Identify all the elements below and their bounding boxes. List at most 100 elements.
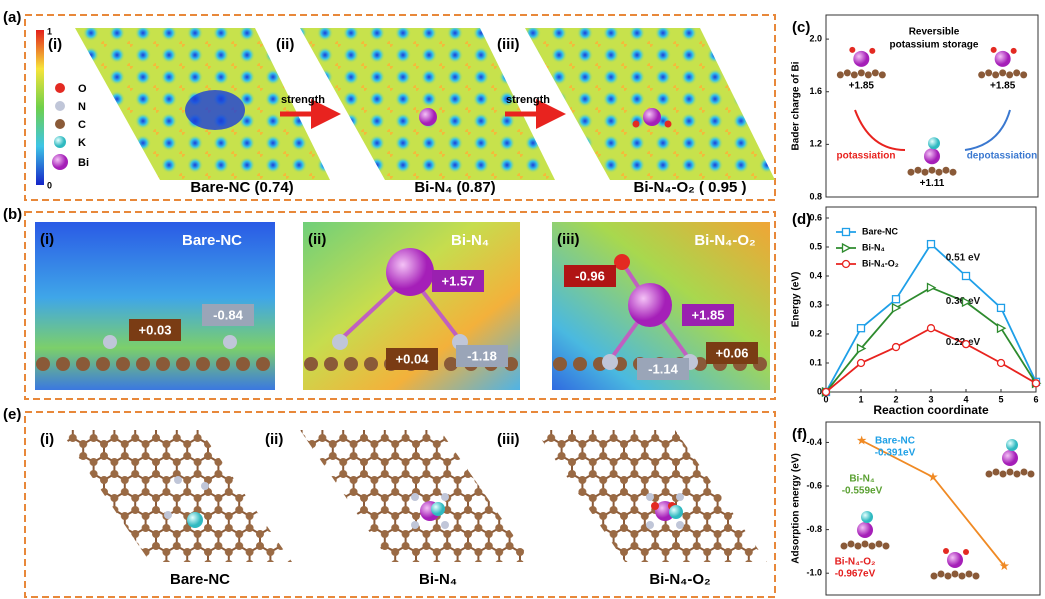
atom — [614, 254, 630, 270]
value-label: -0.967eV — [835, 569, 876, 580]
legend-label: C — [78, 119, 86, 131]
atom — [196, 357, 210, 371]
atom — [176, 357, 190, 371]
y-tick-label: 0.3 — [809, 299, 822, 309]
caption: Bi-N₄-O₂ ( 0.95 ) — [634, 179, 747, 196]
y-tick-label: -0.8 — [806, 524, 822, 534]
x-tick-label: 3 — [928, 394, 933, 404]
atom — [935, 168, 943, 176]
charge-label: +0.03 — [139, 322, 172, 337]
legend-marker — [841, 242, 852, 254]
atom — [324, 357, 338, 371]
atom — [994, 50, 1011, 67]
atom — [76, 357, 90, 371]
y-tick-label: 1.2 — [809, 139, 822, 149]
map-title: Bi-N₄-O₂ — [694, 232, 755, 249]
legend-swatch — [55, 101, 65, 111]
atom — [56, 357, 70, 371]
atom — [978, 71, 986, 79]
charge-label: +1.85 — [692, 307, 725, 322]
sub-label: (iii) — [557, 231, 580, 248]
molecule — [985, 439, 1035, 478]
charge-tag — [682, 304, 734, 326]
atom — [1002, 450, 1018, 466]
atom — [985, 470, 993, 478]
atom — [928, 166, 936, 174]
atom-legend: O N C K Bi — [52, 83, 89, 170]
marker — [961, 339, 971, 349]
x-tick-label: 5 — [998, 394, 1003, 404]
legend-label: Bi — [78, 157, 89, 169]
atom — [857, 69, 865, 77]
y-axis-label: Bader charge of Bi — [791, 61, 802, 150]
atom — [999, 69, 1007, 77]
marker — [856, 435, 867, 445]
charge-label: -1.18 — [467, 348, 497, 363]
elf-blob — [185, 90, 245, 130]
atom — [386, 248, 434, 296]
atom — [1027, 470, 1035, 478]
marker — [996, 303, 1006, 313]
atom — [958, 572, 966, 580]
atom — [878, 71, 886, 79]
x-axis-label: Reaction coordinate — [873, 403, 989, 417]
atom — [992, 71, 1000, 79]
atom — [857, 522, 873, 538]
arrow-label: strength — [506, 94, 550, 106]
marker — [928, 472, 938, 482]
marker — [926, 239, 936, 249]
atom — [963, 549, 969, 555]
panel-label: (e) — [3, 406, 21, 423]
atom — [985, 69, 993, 77]
atom — [871, 69, 879, 77]
atom — [1010, 47, 1017, 54]
atom — [861, 540, 869, 548]
atom — [843, 69, 851, 77]
atom — [861, 511, 873, 523]
lattice — [60, 430, 292, 562]
atom — [999, 470, 1007, 478]
atom — [875, 540, 883, 548]
marker — [821, 387, 831, 397]
atom — [573, 357, 587, 371]
atom — [332, 334, 348, 350]
legend-marker — [841, 227, 851, 237]
y-tick-label: 0.8 — [809, 191, 822, 201]
annotation: Reversible — [909, 27, 960, 38]
molecule — [978, 46, 1028, 79]
charge-tag — [386, 348, 438, 370]
atom — [664, 120, 672, 128]
atoms — [36, 248, 767, 371]
charge-tag — [637, 358, 689, 380]
atom — [136, 357, 150, 371]
marker — [891, 302, 902, 313]
atom — [868, 542, 876, 550]
map-title: Bi-N₄ — [451, 232, 489, 249]
caption: Bare-NC (0.74) — [190, 179, 293, 196]
charge-tag — [564, 265, 616, 287]
charge-label: -0.96 — [575, 268, 605, 283]
atom — [854, 542, 862, 550]
atom — [907, 168, 915, 176]
atom — [882, 542, 890, 550]
molecule — [907, 137, 957, 176]
atom — [1006, 71, 1014, 79]
marker — [926, 282, 937, 293]
value-label: +1.11 — [920, 178, 945, 189]
charge-tag — [456, 345, 508, 367]
charge-label: -1.14 — [648, 361, 678, 376]
atom — [216, 357, 230, 371]
colorbar-label: 1 — [47, 26, 52, 36]
legend-label: Bare-NC — [862, 226, 899, 236]
atom — [602, 354, 618, 370]
panel-label: (c) — [792, 19, 810, 36]
molecule — [836, 46, 886, 79]
marker — [891, 342, 901, 352]
atom — [840, 542, 848, 550]
atom — [942, 166, 950, 174]
series-line — [825, 242, 1037, 393]
caption: Bi-N₄ — [419, 571, 457, 588]
dopants — [164, 476, 684, 529]
charge-label: -0.84 — [213, 307, 243, 322]
